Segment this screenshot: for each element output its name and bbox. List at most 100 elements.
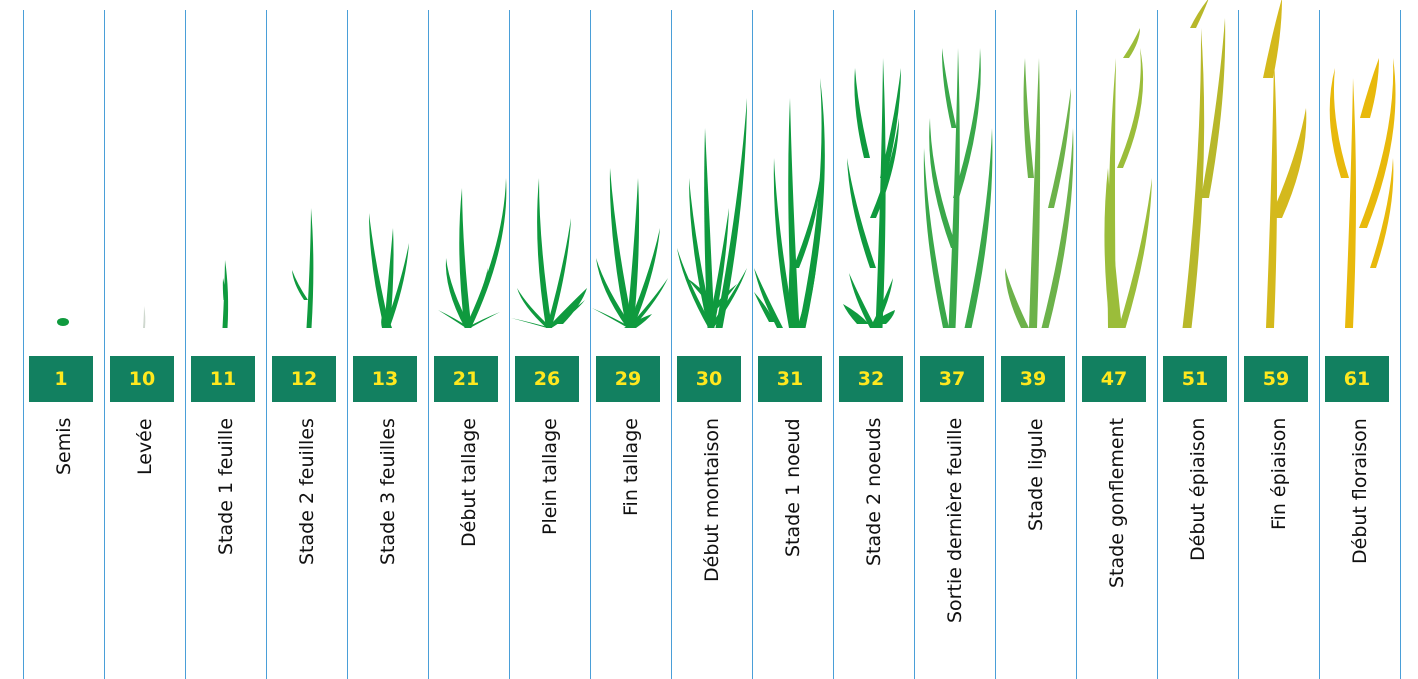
stage-column: 26 Plein tallage	[509, 0, 590, 679]
stage-code: 1	[54, 368, 68, 390]
stage-column: 12 Stade 2 feuilles	[266, 0, 347, 679]
stage-column: 30 Début montaison	[671, 0, 752, 679]
stage-label-area: Stade gonflement	[1076, 418, 1157, 676]
leaf-shape	[941, 48, 957, 128]
stage-label-area: Semis	[23, 418, 104, 676]
stage-code: 21	[452, 368, 480, 390]
leaf-shape	[923, 148, 949, 328]
stage-column: 32 Stade 2 noeuds	[833, 0, 914, 679]
leaf-shape	[929, 118, 957, 248]
wheat-plant-illustration	[1182, 0, 1226, 328]
stage-label: Début floraison	[1348, 418, 1371, 564]
leaf-shape	[1360, 58, 1379, 118]
leaf-shape	[854, 68, 870, 158]
stage-label-area: Stade 2 noeuds	[833, 418, 914, 676]
stage-column: 39 Stade ligule	[995, 0, 1076, 679]
stage-label-area: Stade 2 feuilles	[266, 418, 347, 676]
leaf-shape	[1182, 28, 1205, 328]
leaf-shape	[143, 306, 146, 328]
leaf-shape	[445, 258, 471, 328]
leaf-shape	[715, 98, 747, 328]
stage-label-area: Fin épiaison	[1238, 418, 1319, 676]
leaf-shape	[1201, 18, 1226, 198]
stage-column: 13 Stade 3 feuilles	[347, 0, 428, 679]
leaf-shape	[754, 292, 775, 322]
wheat-plant-illustration	[1329, 58, 1396, 328]
leaf-shape	[1190, 0, 1209, 28]
stage-label-area: Début montaison	[671, 418, 752, 676]
stage-code: 32	[857, 368, 885, 390]
leaf-shape	[872, 310, 895, 324]
stage-code-box: 39	[1001, 356, 1065, 402]
leaf-shape	[1359, 58, 1396, 228]
wheat-plant-illustration	[843, 58, 901, 328]
column-divider	[995, 10, 996, 679]
leaf-shape	[551, 288, 587, 324]
leaf-shape	[712, 284, 737, 308]
stage-code-box: 32	[839, 356, 903, 402]
leaf-shape	[438, 310, 470, 328]
stage-code-box: 47	[1082, 356, 1146, 402]
stage-column: 21 Début tallage	[428, 0, 509, 679]
column-divider	[347, 10, 348, 679]
leaf-shape	[843, 304, 869, 324]
stage-label: Stade gonflement	[1105, 417, 1128, 588]
leaf-shape	[1117, 48, 1144, 168]
leaf-shape	[948, 48, 960, 328]
stage-column: 31 Stade 1 noeud	[752, 0, 833, 679]
stage-code-box: 51	[1163, 356, 1227, 402]
wheat-plant-illustration	[222, 260, 229, 328]
stage-label-area: Début épiaison	[1157, 418, 1238, 676]
wheat-plant-illustration	[511, 178, 587, 328]
leaf-shape	[687, 278, 710, 298]
leaf-shape	[592, 308, 632, 328]
wheat-plant-illustration	[1263, 0, 1307, 328]
stage-code-box: 11	[191, 356, 255, 402]
stage-code: 13	[371, 368, 399, 390]
column-divider	[590, 10, 591, 679]
stage-code: 11	[209, 368, 237, 390]
leaf-shape	[847, 158, 876, 268]
stage-code: 47	[1100, 368, 1128, 390]
stage-code: 61	[1343, 368, 1371, 390]
column-divider	[104, 10, 105, 679]
leaf-shape	[381, 314, 392, 328]
leaf-shape	[1023, 58, 1034, 178]
stage-code-box: 61	[1325, 356, 1389, 402]
stage-label-area: Plein tallage	[509, 418, 590, 676]
stage-label: Fin tallage	[619, 418, 642, 516]
stage-label: Fin épiaison	[1267, 417, 1290, 530]
stage-label-area: Fin tallage	[590, 418, 671, 676]
stage-label: Début épiaison	[1186, 417, 1209, 561]
stage-label-area: Sortie dernière feuille	[914, 418, 995, 676]
stage-label-area: Stade 1 feuille	[185, 418, 266, 676]
stage-code: 30	[695, 368, 723, 390]
stage-code: 10	[128, 368, 156, 390]
stage-label: Début tallage	[457, 418, 480, 547]
wheat-plant-illustration	[369, 213, 409, 328]
stage-column: 37 Sortie dernière feuille	[914, 0, 995, 679]
column-divider	[1319, 10, 1320, 679]
stage-code: 37	[938, 368, 966, 390]
leaf-shape	[1005, 268, 1029, 328]
leaf-shape	[1041, 128, 1074, 328]
stage-code-box: 59	[1244, 356, 1308, 402]
leaf-shape	[466, 312, 500, 328]
stage-code-box: 29	[596, 356, 660, 402]
stage-code: 26	[533, 368, 561, 390]
wheat-plant-illustration	[438, 178, 507, 328]
wheat-plant-illustration	[57, 318, 69, 326]
leaf-shape	[1118, 178, 1152, 328]
leaf-shape	[537, 178, 552, 328]
stage-label-area: Début floraison	[1319, 418, 1400, 676]
leaf-shape	[459, 188, 472, 328]
stage-code: 39	[1019, 368, 1047, 390]
stage-column: 10 Levée	[104, 0, 185, 679]
stage-code-box: 26	[515, 356, 579, 402]
stage-column: 11 Stade 1 feuille	[185, 0, 266, 679]
leaf-shape	[57, 318, 69, 326]
leaf-shape	[511, 318, 551, 328]
leaf-shape	[369, 213, 390, 328]
stage-label: Stade 2 noeuds	[862, 417, 885, 566]
